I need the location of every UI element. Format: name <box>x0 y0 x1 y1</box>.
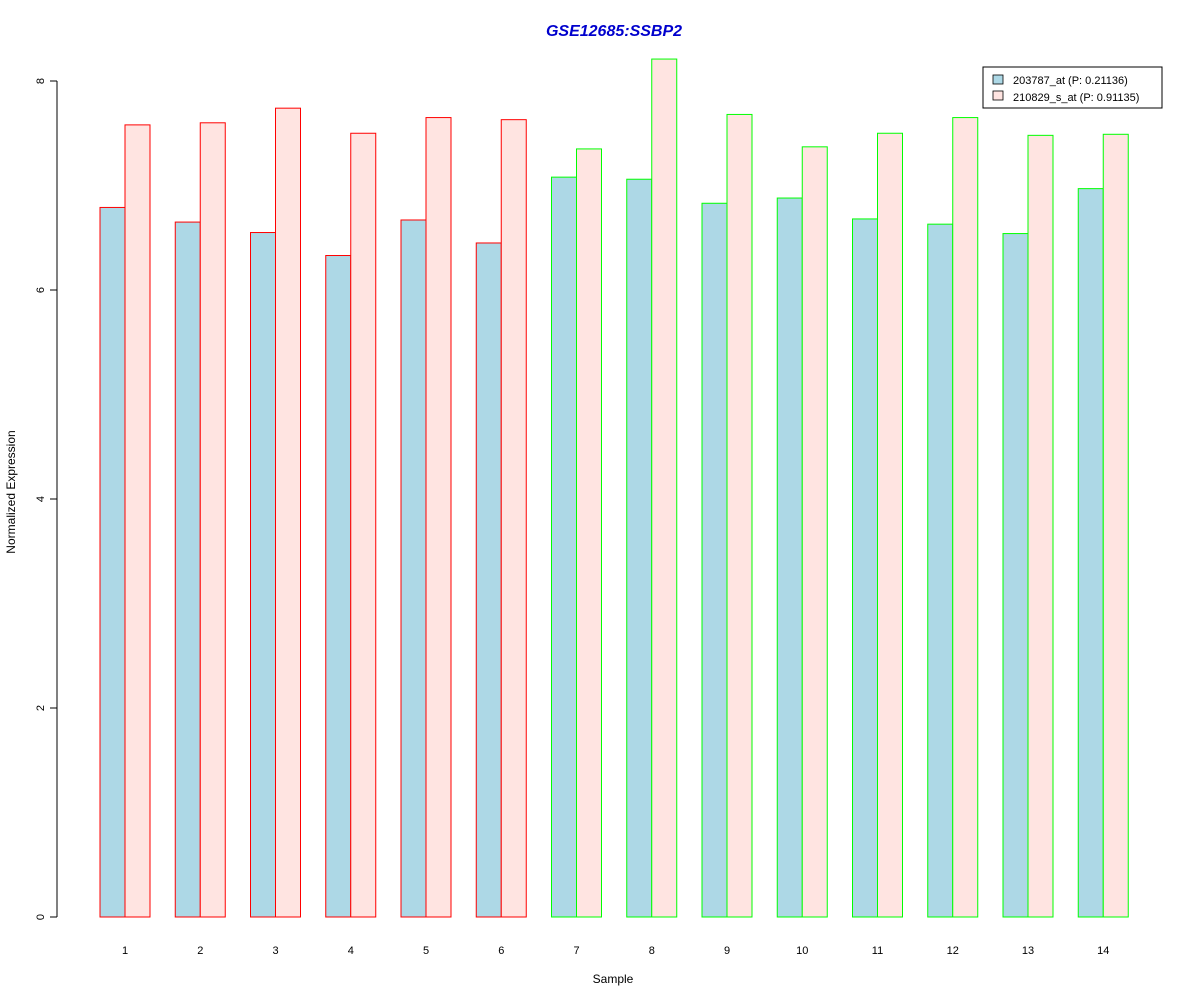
y-tick-label-6: 6 <box>35 287 47 293</box>
x-tick-label-4: 4 <box>348 945 354 957</box>
bar-sample-6-series-1 <box>475 242 502 918</box>
bar-sample-8-series-1 <box>626 178 653 918</box>
legend-swatch-210829-s-at <box>992 90 1004 101</box>
legend-swatch-203787-at <box>992 74 1004 85</box>
y-tick-label-4: 4 <box>35 496 47 502</box>
x-tick-label-1: 1 <box>122 945 128 957</box>
bar-sample-2-series-1 <box>174 221 201 918</box>
bar-sample-1-series-1 <box>99 206 126 918</box>
legend-label-210829-s-at: 210829_s_at (P: 0.91135) <box>1013 92 1139 104</box>
bar-sample-5-series-2 <box>425 117 452 918</box>
bar-sample-1-series-2 <box>124 124 151 918</box>
x-tick-label-12: 12 <box>947 945 959 957</box>
bar-sample-6-series-2 <box>500 119 527 918</box>
bar-sample-13-series-1 <box>1002 233 1029 918</box>
bar-sample-10-series-2 <box>801 146 828 918</box>
legend-box <box>982 66 1163 109</box>
x-axis-label: Sample <box>593 972 634 986</box>
bar-sample-8-series-2 <box>651 58 678 918</box>
bar-sample-3-series-1 <box>250 232 276 918</box>
y-tick-label-0: 0 <box>35 914 47 920</box>
x-tick-label-9: 9 <box>724 945 730 957</box>
bar-sample-7-series-2 <box>576 148 602 918</box>
bar-sample-2-series-2 <box>199 122 226 918</box>
x-tick-label-3: 3 <box>272 945 278 957</box>
bar-sample-7-series-1 <box>551 176 577 918</box>
x-tick-label-14: 14 <box>1097 945 1109 957</box>
x-tick-label-8: 8 <box>649 945 655 957</box>
bar-sample-11-series-2 <box>877 132 903 918</box>
bar-sample-12-series-2 <box>952 117 979 918</box>
bar-sample-14-series-2 <box>1102 133 1129 918</box>
bar-sample-9-series-2 <box>726 113 753 918</box>
bar-sample-11-series-1 <box>852 218 878 918</box>
y-tick-label-2: 2 <box>35 705 47 711</box>
legend-label-203787-at: 203787_at (P: 0.21136) <box>1013 75 1128 87</box>
x-tick-label-13: 13 <box>1022 945 1034 957</box>
x-tick-labels: 1 2 3 4 5 6 7 8 9 10 11 12 13 14 <box>122 945 1109 957</box>
y-axis: 0 2 4 6 8 <box>35 78 58 920</box>
x-tick-label-10: 10 <box>796 945 808 957</box>
bar-sample-4-series-2 <box>350 132 377 918</box>
x-tick-label-5: 5 <box>423 945 429 957</box>
bar-sample-13-series-2 <box>1027 134 1054 918</box>
bar-sample-3-series-2 <box>275 107 301 918</box>
bar-sample-10-series-1 <box>776 197 803 918</box>
bar-sample-5-series-1 <box>400 219 427 918</box>
bar-sample-12-series-1 <box>927 223 954 918</box>
legend: 203787_at (P: 0.21136) 210829_s_at (P: 0… <box>982 66 1163 109</box>
x-tick-label-7: 7 <box>573 945 579 957</box>
bar-sample-14-series-1 <box>1077 188 1104 918</box>
x-tick-label-2: 2 <box>197 945 203 957</box>
y-axis-label: Normalized Expression <box>4 430 18 553</box>
bars <box>99 58 1129 918</box>
bar-sample-9-series-1 <box>701 202 728 918</box>
chart-title: GSE12685:SSBP2 <box>546 23 682 40</box>
x-tick-label-6: 6 <box>498 945 504 957</box>
x-tick-label-11: 11 <box>872 945 883 957</box>
y-tick-label-8: 8 <box>35 78 47 84</box>
bar-sample-4-series-1 <box>325 255 352 918</box>
